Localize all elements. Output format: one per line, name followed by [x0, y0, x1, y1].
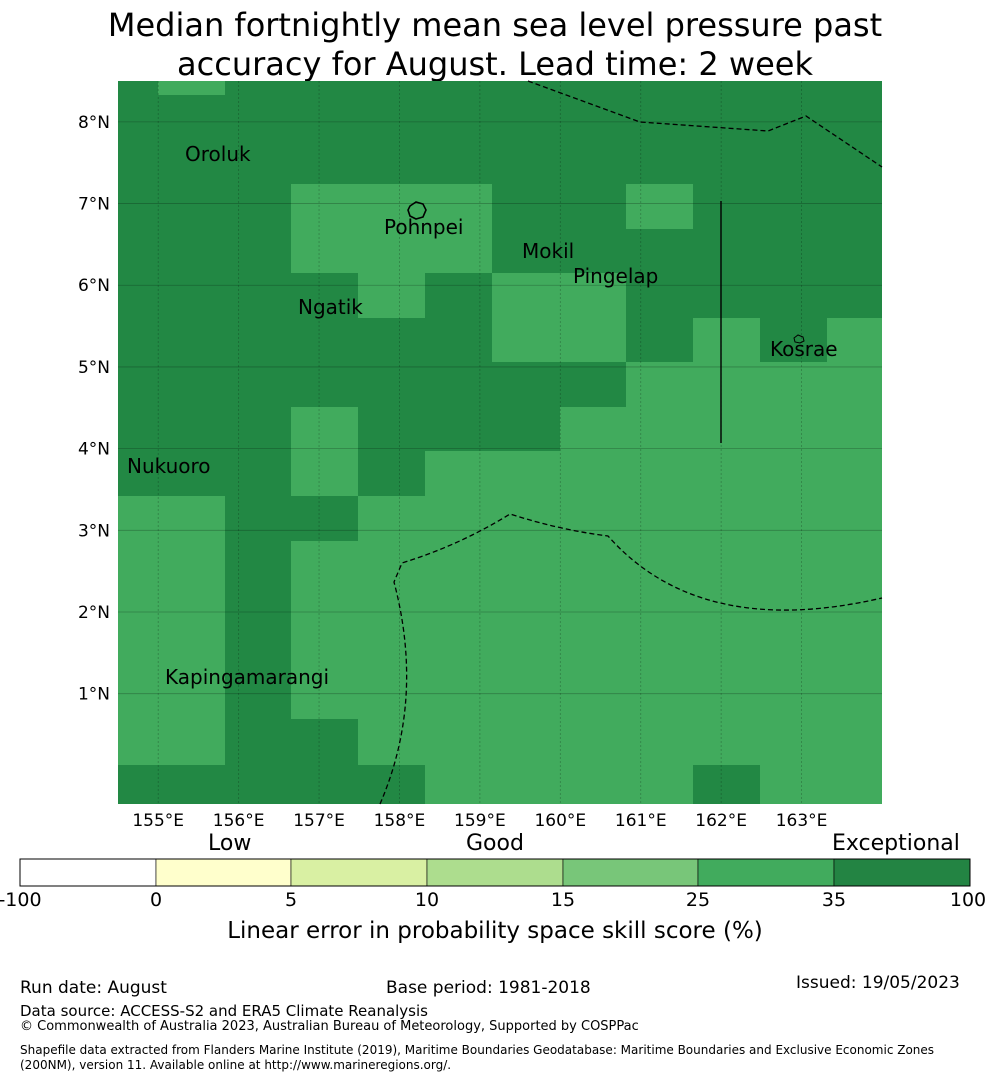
- place-label: Kapingamarangi: [165, 665, 329, 689]
- skill-cell: [560, 407, 626, 804]
- island-outlines: [407, 201, 805, 344]
- axis-labels: 155°E 156°E 157°E 158°E 159°E 160°E 161°E 162°E…: [78, 113, 827, 831]
- longitude-tick-label: 158°E: [374, 811, 426, 831]
- colorbar-tick: 25: [685, 889, 711, 911]
- shapefile-credit-line-2: (200NM), version 11. Available online at…: [20, 1058, 452, 1072]
- colorbar-tick: -100: [0, 889, 42, 911]
- place-label: Kosrae: [770, 337, 838, 361]
- place-label: Mokil: [522, 239, 574, 263]
- base-period: Base period: 1981-2018: [386, 978, 591, 998]
- longitude-tick-label: 160°E: [534, 811, 586, 831]
- colorbar-tick: 0: [149, 889, 163, 911]
- place-label: Pohnpei: [384, 215, 464, 239]
- title-line-2: accuracy for August. Lead time: 2 week: [177, 45, 813, 83]
- longitude-tick-label: 163°E: [776, 811, 828, 831]
- colorbar-outline: [19, 858, 971, 887]
- eez-boundary-south: [379, 513, 883, 805]
- skill-cell: [291, 541, 358, 719]
- latitude-tick-label: 7°N: [78, 195, 110, 215]
- skill-cell: [693, 318, 760, 363]
- colorbar-tick: 35: [821, 889, 847, 911]
- place-label: Nukuoro: [127, 454, 211, 478]
- graticule: [118, 81, 882, 804]
- colorbar-segment: [290, 858, 428, 887]
- colorbar-segment: [426, 858, 564, 887]
- colorbar-segment: [155, 858, 292, 887]
- colorbar-tick: 15: [550, 889, 576, 911]
- colorbar-segment: [562, 858, 699, 887]
- legend-word-exceptional: Exceptional: [832, 831, 960, 856]
- copyright: © Commonwealth of Australia 2023, Austra…: [20, 1019, 639, 1034]
- longitude-tick-label: 161°E: [615, 811, 667, 831]
- latitude-tick-label: 2°N: [78, 603, 110, 623]
- colorbar-tick: 5: [284, 889, 298, 911]
- latitude-tick-label: 8°N: [78, 113, 110, 133]
- data-source: Data source: ACCESS-S2 and ERA5 Climate …: [20, 1002, 428, 1020]
- skill-cell: [626, 184, 693, 229]
- longitude-tick-label: 156°E: [213, 811, 265, 831]
- colorbar-segment: [697, 858, 835, 887]
- latitude-tick-label: 1°N: [78, 685, 110, 705]
- shapefile-credit: Shapefile data extracted from Flanders M…: [20, 1043, 980, 1073]
- skill-cell: [291, 496, 358, 541]
- longitude-tick-label: 157°E: [293, 811, 345, 831]
- skill-cell: [492, 273, 626, 362]
- skill-cell: [158, 81, 225, 95]
- skill-cell: [291, 184, 492, 273]
- colorbar-segment: [833, 858, 971, 887]
- skill-cell: [827, 318, 882, 363]
- skill-cell: [358, 765, 425, 804]
- kosrae-island-outline: [793, 334, 805, 344]
- map-title: Median fortnightly mean sea level pressu…: [0, 6, 990, 84]
- title-line-1: Median fortnightly mean sea level pressu…: [107, 6, 883, 44]
- skill-cell: [225, 496, 291, 804]
- place-label: Ngatik: [298, 295, 363, 319]
- skill-grid: [118, 81, 882, 804]
- place-label: Oroluk: [185, 142, 251, 166]
- colorbar: [19, 858, 971, 887]
- legend-word-low: Low: [208, 831, 252, 856]
- place-label: Pingelap: [573, 264, 658, 288]
- pohnpei-island-outline: [407, 201, 427, 220]
- eez-boundaries: [379, 80, 883, 805]
- longitude-tick-label: 155°E: [132, 811, 184, 831]
- colorbar-segment: [19, 858, 157, 887]
- skill-cell: [693, 765, 760, 804]
- run-date: Run date: August: [20, 978, 167, 998]
- colorbar-label: Linear error in probability space skill …: [227, 918, 763, 944]
- longitude-tick-label: 162°E: [695, 811, 747, 831]
- shapefile-credit-line-1: Shapefile data extracted from Flanders M…: [20, 1043, 935, 1057]
- legend-word-good: Good: [466, 831, 524, 856]
- latitude-tick-label: 5°N: [78, 358, 110, 378]
- latitude-tick-label: 3°N: [78, 521, 110, 541]
- colorbar-tick: 100: [949, 889, 987, 911]
- longitude-tick-label: 159°E: [454, 811, 506, 831]
- latitude-tick-label: 6°N: [78, 276, 110, 296]
- skill-cell: [118, 496, 225, 765]
- skill-cell: [358, 273, 425, 318]
- latitude-tick-label: 4°N: [78, 440, 110, 460]
- skill-cell: [291, 407, 358, 496]
- skill-cell: [358, 541, 425, 765]
- colorbar-tick: 10: [414, 889, 440, 911]
- skill-cell: [760, 362, 882, 804]
- issued-date: Issued: 19/05/2023: [796, 973, 960, 993]
